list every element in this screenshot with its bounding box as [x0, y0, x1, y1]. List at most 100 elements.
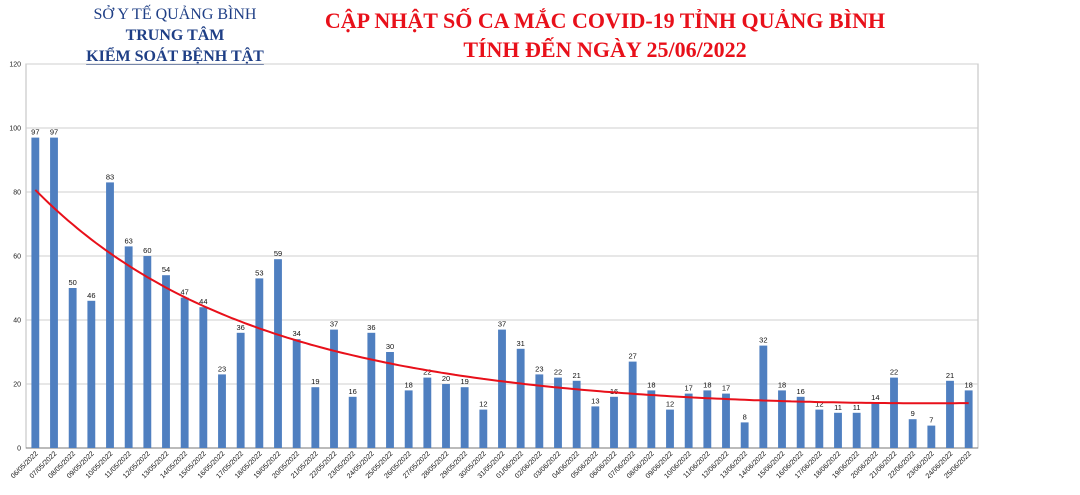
y-tick-label: 20 [13, 382, 21, 389]
bar [236, 332, 245, 448]
data-label: 22 [554, 368, 562, 377]
bar [740, 422, 749, 448]
data-label: 7 [929, 416, 933, 425]
data-label: 21 [946, 371, 954, 380]
data-label: 19 [460, 377, 468, 386]
bar [330, 329, 338, 448]
bar [292, 339, 301, 448]
data-label: 22 [423, 368, 431, 377]
bar [628, 361, 637, 448]
trendline [34, 189, 969, 405]
data-label: 83 [106, 172, 114, 181]
bar [610, 396, 618, 448]
bar [535, 374, 544, 448]
bar [87, 300, 96, 448]
y-tick-label: 100 [9, 126, 21, 133]
bar [796, 396, 805, 448]
data-label: 36 [367, 323, 375, 332]
bar [199, 307, 208, 448]
bar [964, 390, 973, 448]
bar [684, 393, 693, 448]
data-label: 13 [591, 396, 599, 405]
bar [404, 390, 413, 448]
bar [162, 275, 170, 448]
bar [311, 387, 320, 448]
bar [647, 390, 656, 448]
agency-name: KIỂM SOÁT BỆNH TẬT [86, 48, 264, 65]
bar [722, 393, 730, 448]
y-tick-label: 40 [13, 318, 21, 325]
data-label: 34 [292, 329, 300, 338]
bar [479, 409, 488, 448]
data-label: 12 [815, 400, 823, 409]
y-tick-label: 120 [9, 62, 21, 69]
bar [815, 409, 824, 448]
bar [255, 278, 264, 448]
bar [871, 403, 880, 448]
data-label: 19 [311, 377, 319, 386]
data-label: 18 [647, 380, 655, 389]
bar [666, 409, 674, 448]
bar [908, 419, 917, 448]
data-label: 20 [442, 374, 450, 383]
bar [386, 352, 394, 448]
bar [946, 380, 954, 448]
data-label: 63 [124, 236, 132, 245]
bar [927, 425, 936, 448]
bar [442, 384, 450, 448]
data-label: 30 [386, 342, 394, 351]
bar [124, 246, 133, 448]
data-label: 21 [572, 371, 580, 380]
data-label: 14 [871, 393, 879, 402]
data-label: 17 [684, 384, 692, 393]
bar [516, 348, 525, 448]
agency-block: SỞ Y TẾ QUẢNG BÌNH TRUNG TÂM KIỂM SOÁT B… [60, 4, 290, 67]
y-tick-label: 0 [17, 446, 21, 453]
data-label: 50 [68, 278, 76, 287]
data-label: 16 [796, 387, 804, 396]
agency-center: TRUNG TÂM [125, 27, 225, 44]
data-label: 18 [778, 380, 786, 389]
data-label: 36 [236, 323, 244, 332]
chart-title: CẬP NHẬT SỐ CA MẮC COVID-19 TỈNH QUẢNG B… [324, 8, 886, 33]
data-label: 31 [516, 339, 524, 348]
bar [180, 297, 189, 448]
data-label: 11 [853, 403, 861, 412]
bar [274, 259, 282, 448]
data-label: 32 [759, 336, 767, 345]
bar [759, 345, 768, 448]
data-label: 54 [162, 265, 170, 274]
y-tick-label: 80 [13, 190, 21, 197]
agency-department: SỞ Y TẾ QUẢNG BÌNH [93, 6, 257, 23]
data-label: 46 [87, 291, 95, 300]
data-label: 12 [479, 400, 487, 409]
data-label: 37 [330, 320, 338, 329]
data-label: 11 [834, 403, 842, 412]
bar [572, 380, 581, 448]
data-label: 37 [498, 320, 506, 329]
bar [834, 412, 842, 448]
bar [31, 137, 40, 448]
data-label: 60 [143, 246, 151, 255]
data-label: 16 [348, 387, 356, 396]
data-label: 47 [180, 288, 188, 297]
data-label: 18 [703, 380, 711, 389]
data-label: 9 [911, 409, 915, 418]
bar [591, 406, 600, 448]
data-label: 59 [274, 249, 282, 258]
chart-title-block: CẬP NHẬT SỐ CA MẮC COVID-19 TỈNH QUẢNG B… [280, 6, 930, 64]
data-label: 44 [199, 297, 207, 306]
bar [68, 288, 77, 448]
bar [703, 390, 712, 448]
bar [778, 390, 786, 448]
bar [106, 182, 114, 448]
bar [554, 377, 562, 448]
data-label: 53 [255, 268, 263, 277]
data-label: 97 [31, 128, 39, 137]
y-tick-label: 60 [13, 254, 21, 261]
data-label: 23 [218, 364, 226, 373]
chart-subtitle: TÍNH ĐẾN NGÀY 25/06/2022 [463, 37, 747, 62]
bar [460, 387, 469, 448]
data-label: 18 [964, 380, 972, 389]
